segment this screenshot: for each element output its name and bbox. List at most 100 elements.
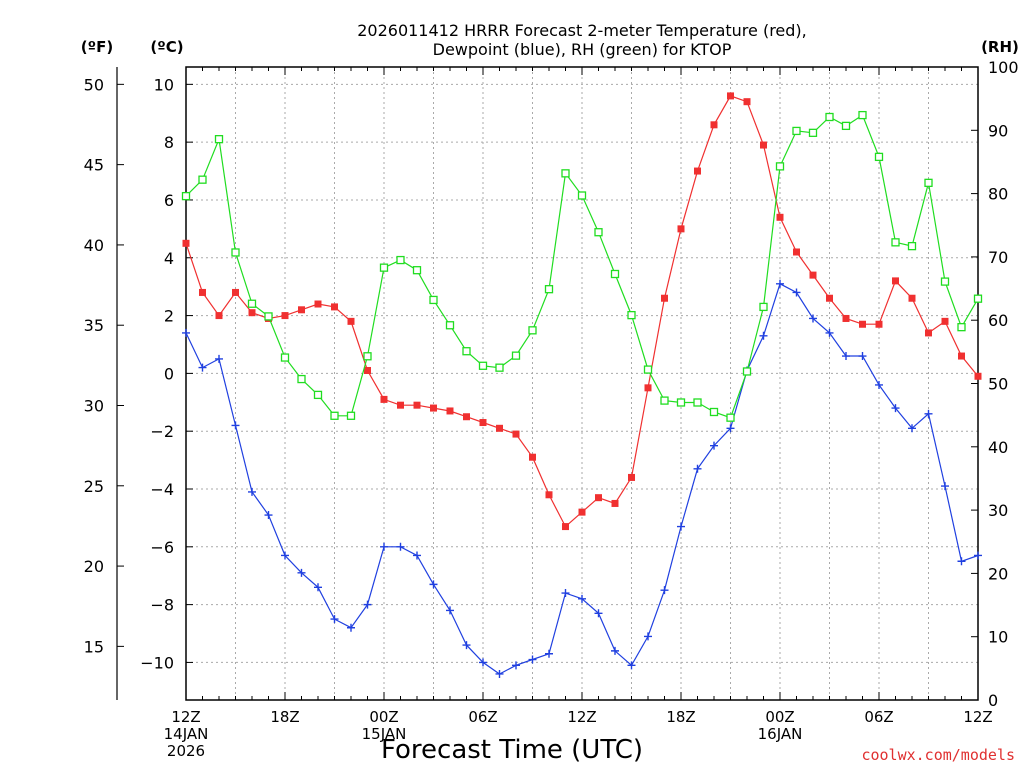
temperature-point [413,401,421,409]
tick-label-x: 12Z [171,708,200,726]
temperature-point [644,384,652,392]
rh-point [462,347,471,356]
dewpoint-point [759,331,768,340]
temperature-point [578,508,586,516]
rh-point [495,363,504,372]
tick-label-x: 2026 [167,742,205,760]
rh-point [561,169,570,178]
rh-point [676,398,686,407]
dewpoint-point [281,551,289,560]
tick-label-celsius: −8 [150,596,174,615]
chart-title-line-1: 2026011412 HRRR Forecast 2-meter Tempera… [357,21,807,40]
temperature-point [743,98,751,106]
rh-point [379,263,389,272]
dewpoint-point [264,511,273,520]
tick-label-x: 12Z [963,708,992,726]
axis-ticks: −10 −8 −6 −4 −2 0 2 4 6 8 10 15 20 25 30 35 40 45 50 0 10 20 3… [84,58,1019,760]
tick-label-x: 12Z [567,708,596,726]
dewpoint-point [957,557,966,566]
dewpoint-point [627,661,636,670]
rh-point [396,255,405,265]
temperature-point [826,294,833,302]
temperature-point [364,366,371,374]
rh-point [198,175,207,184]
tick-label-fahrenheit: 35 [84,316,104,335]
tick-label-x: 18Z [666,708,695,726]
rh-point [594,228,603,237]
temperature-point [347,317,355,325]
rh-point [924,178,933,187]
temperature-point [595,494,602,502]
x-axis-label: Forecast Time (UTC) [381,735,643,765]
rh-point [346,411,356,420]
temperature-point [809,271,817,279]
temperature-point [793,248,800,256]
temperature-point [628,473,635,481]
tick-label-x: 18Z [270,708,299,726]
rh-point [726,413,735,422]
tick-label-celsius: −10 [140,653,174,672]
tick-label-rh: 90 [988,121,1008,140]
tick-label-fahrenheit: 50 [84,75,104,94]
temperature-point [545,491,553,499]
dewpoint-point [726,424,735,433]
dewpoint-point [825,328,834,337]
dewpoint-point [297,568,306,577]
tick-label-celsius: 6 [164,191,174,210]
temperature-point [380,395,388,403]
tick-label-celsius: 4 [164,249,174,268]
dewpoint-point [495,669,504,678]
temperature-point [958,352,965,360]
tick-label-x: 06Z [864,708,893,726]
dewpoint-point [198,363,207,372]
temperature-point [529,453,536,461]
tick-label-x: 15JAN [362,725,407,743]
tick-label-rh: 70 [988,248,1008,267]
tick-label-fahrenheit: 40 [84,236,104,255]
dewpoint-point [363,600,372,609]
rh-point [693,398,702,407]
temperature-point [215,312,223,320]
dewpoint-point [611,646,619,655]
temperature-point [892,277,899,285]
tick-label-fahrenheit: 30 [84,396,104,415]
dewpoint-point [842,352,850,361]
dewpoint-point [941,482,949,491]
dewpoint-point [396,542,405,551]
tick-label-fahrenheit: 15 [84,637,104,656]
rh-point [313,390,323,400]
temperature-point [512,430,520,438]
tick-label-rh: 80 [988,185,1008,204]
rh-point [264,312,273,321]
rh-point [792,126,801,136]
dewpoint-point [545,649,553,658]
tick-label-rh: 0 [988,691,998,710]
temperature-point [463,413,470,421]
dewpoint-point [644,632,652,641]
temperature-point [694,167,701,175]
tick-label-rh: 100 [988,58,1019,77]
tick-label-rh: 50 [988,375,1008,394]
dewpoint-point [512,661,520,670]
rh-point [709,407,719,417]
temperature-point [727,92,734,100]
dewpoint-point [858,352,867,361]
temperature-point [925,329,932,337]
rh-point [528,326,537,335]
temperature-point [479,419,487,427]
rh-point [214,135,224,144]
tick-label-rh: 40 [988,438,1008,457]
rh-point [478,361,488,370]
tick-label-x: 14JAN [164,725,209,743]
unit-label-celsius: (ºC) [150,38,183,56]
dewpoint-point [875,380,883,389]
dewpoint-point [330,615,339,624]
temperature-point [859,320,866,328]
temperature-point [298,306,305,314]
temperature-point [974,372,982,380]
dewpoint-point [792,288,801,297]
tick-label-fahrenheit: 20 [84,557,104,576]
gridlines [186,67,978,700]
credit-text: coolwx.com/models [861,746,1015,764]
dewpoint-point [693,464,702,473]
